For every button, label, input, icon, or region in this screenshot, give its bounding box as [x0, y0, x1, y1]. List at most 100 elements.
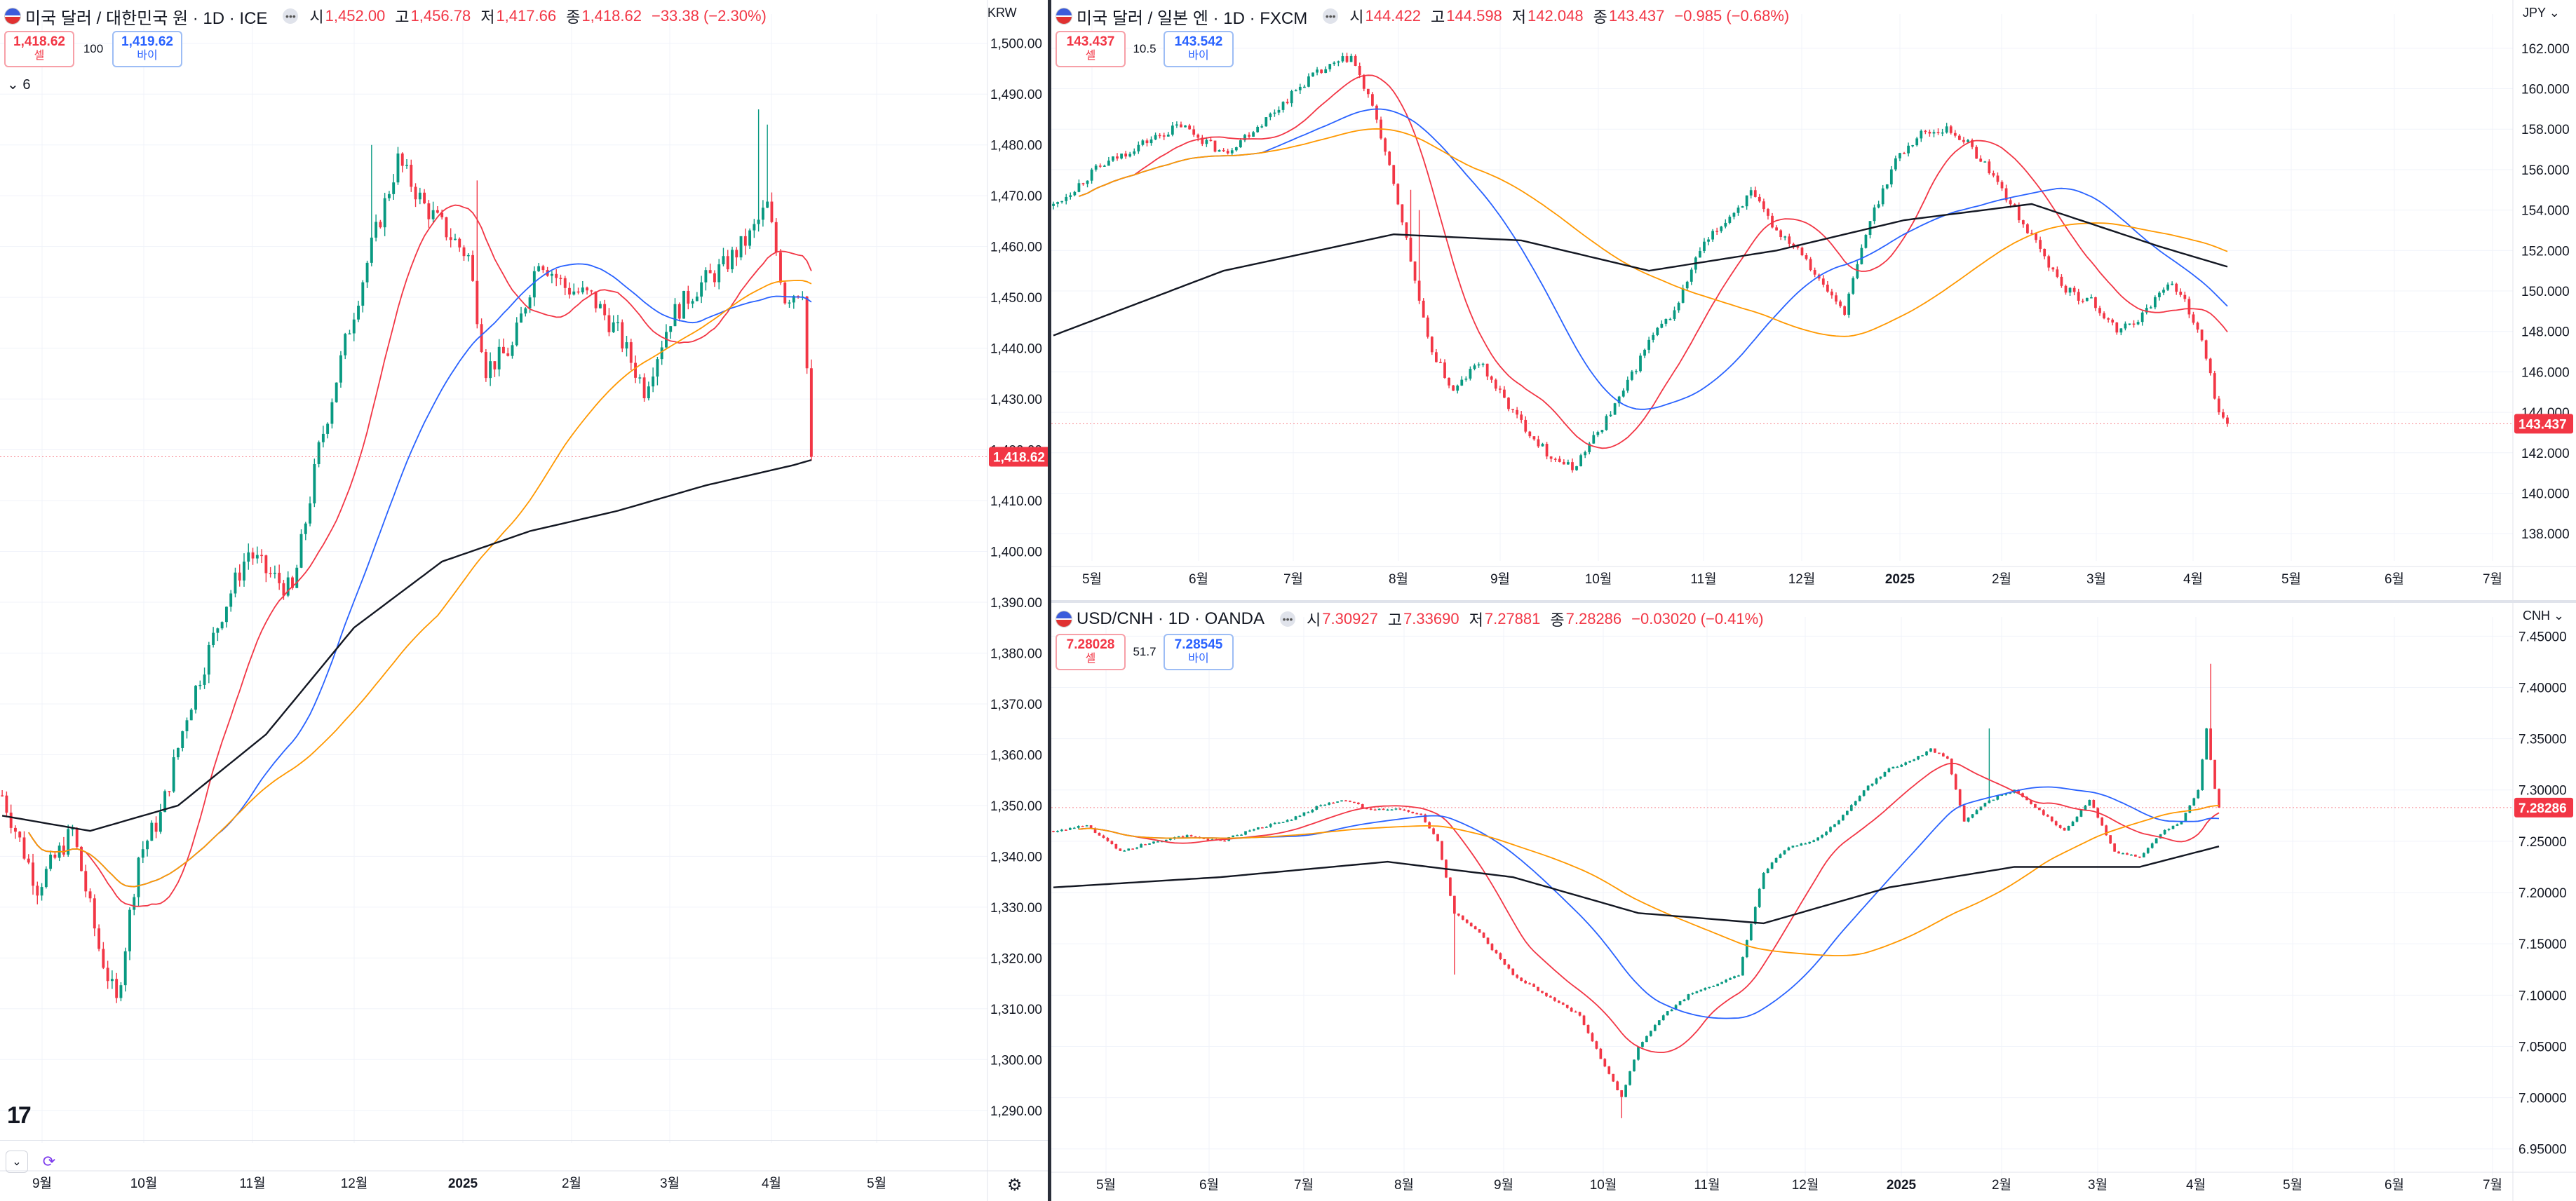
chart-canvas-usdjpy[interactable]: 162.000 160.000 158.000 156.000 154.000 152.0…	[1051, 0, 2576, 600]
candle-body	[502, 346, 505, 353]
candle-body	[484, 352, 487, 379]
chart-pane-usdkrw[interactable]: 1,500.00 1,490.00 1,480.00 1,470.00 1,460.00…	[0, 0, 1048, 1201]
candle-body	[1532, 436, 1536, 440]
candle-body	[1650, 1031, 1652, 1036]
chevron-down-icon[interactable]: ⌄	[6, 1151, 28, 1173]
candle-body	[1290, 91, 1293, 104]
candle-body	[1681, 288, 1685, 303]
candle-body	[1052, 831, 1055, 832]
currency-unit-cnh[interactable]: CNH ⌄	[2523, 609, 2564, 623]
chart-pane-usdcnh[interactable]: 7.45000 7.40000 7.35000 7.30000 7.25000 7.200…	[1051, 603, 2576, 1201]
candle-body	[2192, 314, 2195, 323]
candle-body	[1988, 161, 1991, 174]
current-price-tag: 7.28286	[2514, 797, 2573, 817]
pane-divider-vertical[interactable]	[1048, 0, 1051, 1201]
symbol-title[interactable]: 미국 달러 / 대한민국 원 · 1D · ICE	[25, 8, 268, 28]
candle-body	[335, 382, 338, 402]
candle-body	[1660, 323, 1664, 328]
candle-body	[1766, 869, 1769, 874]
ohlc-high-label: 고	[1431, 8, 1445, 26]
candle-body	[1311, 809, 1314, 813]
candle-body	[1127, 848, 1131, 851]
candle-body	[1158, 135, 1161, 137]
sell-button[interactable]: 1,418.62 셀	[4, 31, 74, 67]
candle-body	[1407, 810, 1410, 812]
candle-body	[2072, 287, 2076, 292]
candle-body	[1298, 815, 1302, 817]
chart-canvas-usdkrw[interactable]: 1,500.00 1,490.00 1,480.00 1,470.00 1,460.00…	[0, 0, 1048, 1201]
candle-body	[2192, 798, 2196, 806]
candle-body	[1711, 231, 1714, 240]
candle-body	[400, 153, 404, 166]
candle-body	[449, 237, 452, 240]
candle-body	[1967, 140, 1969, 142]
gear-icon[interactable]: ⚙	[1007, 1176, 1023, 1195]
candle-body	[1707, 239, 1710, 242]
candle-body	[555, 273, 558, 278]
candle-body	[1749, 190, 1753, 196]
candle-body	[1903, 153, 1906, 154]
sync-icon[interactable]: ⟳	[42, 1153, 56, 1170]
bottom-toolbar: ⌄ ⟳	[0, 1140, 1048, 1179]
price-tick-label: 7.00000	[2518, 1092, 2567, 1106]
candle-body	[520, 313, 522, 323]
candle-body	[2088, 799, 2091, 806]
candle-body	[177, 747, 180, 758]
candle-body	[1854, 801, 1857, 806]
candle-body	[198, 684, 202, 686]
moving-averages	[1, 204, 812, 907]
candle-body	[2183, 294, 2187, 299]
time-tick-label: 7월	[2483, 1177, 2502, 1193]
candle-body	[1837, 820, 1840, 825]
chart-pane-usdjpy[interactable]: 162.000 160.000 158.000 156.000 154.000 152.0…	[1051, 0, 2576, 600]
sell-button[interactable]: 7.28028 셀	[1056, 634, 1126, 670]
price-tick-label: 162.000	[2521, 42, 2570, 57]
sell-button[interactable]: 143.437 셀	[1056, 31, 1126, 67]
ohlc-high-value: 144.598	[1446, 7, 1502, 25]
candle-body	[9, 813, 13, 828]
candle-body	[220, 622, 224, 629]
candle-body	[2111, 319, 2115, 323]
ohlc-close-value: 143.437	[1608, 7, 1665, 25]
price-tick-label: 1,360.00	[990, 748, 1042, 763]
currency-unit-krw[interactable]: KRW	[987, 6, 1017, 20]
more-dots-icon[interactable]: •••	[1280, 611, 1296, 627]
candle-body	[612, 322, 615, 332]
indicators-collapse-button[interactable]: ⌄ 6	[7, 76, 30, 93]
candle-body	[1052, 203, 1055, 206]
candle-body	[185, 720, 189, 731]
buy-button[interactable]: 1,419.62 바이	[112, 31, 182, 67]
price-tick-label: 156.000	[2521, 163, 2570, 178]
time-tick-label: 2월	[1992, 1177, 2011, 1193]
price-tick-label: 1,290.00	[990, 1104, 1042, 1119]
candle-body	[1541, 991, 1544, 993]
buy-button[interactable]: 7.28545 바이	[1164, 634, 1234, 670]
ma-line-ma20	[1078, 762, 2220, 1053]
candle-body	[1520, 414, 1523, 420]
time-tick-label: 6월	[2385, 1177, 2404, 1193]
candle-body	[1599, 1048, 1603, 1059]
candle-body	[141, 849, 144, 858]
candle-body	[1562, 461, 1565, 465]
time-tick-label: 3월	[660, 1176, 680, 1191]
candle-body	[2213, 759, 2216, 789]
candle-body	[387, 194, 391, 198]
candle-body	[2113, 843, 2116, 852]
symbol-title[interactable]: USD/CNH · 1D · OANDA	[1077, 609, 1265, 628]
candle-body	[1900, 764, 1903, 767]
more-dots-icon[interactable]: •••	[283, 8, 299, 24]
price-tick-label: 7.25000	[2518, 835, 2567, 850]
candle-body	[2162, 290, 2165, 293]
candle-body	[1545, 992, 1548, 996]
current-price-tag: 143.437	[2514, 414, 2573, 434]
pane-divider-horizontal[interactable]	[1051, 600, 2576, 603]
buy-button[interactable]: 143.542 바이	[1164, 31, 1234, 67]
symbol-title[interactable]: 미국 달러 / 일본 엔 · 1D · FXCM	[1077, 8, 1308, 28]
candle-body	[1904, 762, 1908, 765]
candle-body	[1783, 236, 1787, 238]
more-dots-icon[interactable]: •••	[1323, 8, 1339, 24]
currency-unit-jpy[interactable]: JPY ⌄	[2523, 6, 2560, 20]
chart-canvas-usdcnh[interactable]: 7.45000 7.40000 7.35000 7.30000 7.25000 7.200…	[1051, 603, 2576, 1201]
tradingview-logo[interactable]: 17	[7, 1102, 32, 1129]
candle-body	[1152, 841, 1155, 843]
